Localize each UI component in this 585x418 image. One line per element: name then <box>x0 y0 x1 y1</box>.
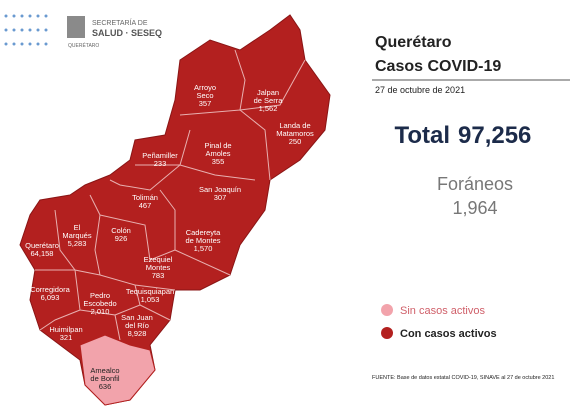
municipality-label: de Serra <box>254 96 284 105</box>
total-value: 97,256 <box>458 122 531 149</box>
municipality-label: 307 <box>214 193 227 202</box>
municipality-label: Arroyo <box>194 83 216 92</box>
municipality-label: Amealco <box>90 366 119 375</box>
foreign-label: Foráneos <box>437 174 513 194</box>
municipality-label: 926 <box>115 234 128 243</box>
map <box>19 14 331 406</box>
title: Querétaro <box>375 34 452 51</box>
municipality-label: 64,158 <box>31 249 54 258</box>
municipality-label: Pedro <box>90 291 110 300</box>
amealco-shape <box>79 334 156 406</box>
municipality-label: de Bonfil <box>90 374 120 383</box>
municipality-label: 1,562 <box>259 104 278 113</box>
municipality-label: 250 <box>289 137 302 146</box>
legend-label: Con casos activos <box>400 328 497 340</box>
municipality-label: 8,928 <box>128 329 147 338</box>
municipality-label: 357 <box>199 99 212 108</box>
total-label: Total <box>394 122 450 149</box>
municipality-label: Seco <box>196 91 213 100</box>
municipality-label: Huimilpan <box>49 325 82 334</box>
logo-text: SALUD · SESEQ <box>92 28 162 38</box>
municipality-label: 321 <box>60 333 73 342</box>
municipality-label: Corregidora <box>30 285 70 294</box>
municipality-label: Tequisquiapan <box>126 287 174 296</box>
municipality-label: del Río <box>125 321 149 330</box>
foreign-value: 1,964 <box>452 198 497 218</box>
municipality-label: San Juan <box>121 313 153 322</box>
municipality-label: 233 <box>154 159 167 168</box>
municipality-label: 6,093 <box>41 293 60 302</box>
municipality-label: Amoles <box>205 149 230 158</box>
municipality-label: Peñamiller <box>142 151 178 160</box>
municipality-label: 2,010 <box>91 307 110 316</box>
municipality-label: Jalpan <box>257 88 279 97</box>
logo-text: SECRETARÍA DE <box>92 18 148 27</box>
municipality-label: 636 <box>99 382 112 391</box>
municipality-label: Pinal de <box>204 141 231 150</box>
logo <box>4 14 85 46</box>
legend-swatch <box>381 327 393 339</box>
subtitle: Casos COVID-19 <box>375 58 501 75</box>
municipality-label: Colón <box>111 226 131 235</box>
municipality-label: 783 <box>152 271 165 280</box>
municipality-label: Matamoros <box>276 129 314 138</box>
municipality-label: Querétaro <box>25 241 59 250</box>
date: 27 de octubre de 2021 <box>375 85 465 95</box>
municipality-label: 1,053 <box>141 295 160 304</box>
source: FUENTE: Base de datos estatal COVID-19, … <box>372 375 554 381</box>
municipality-label: Cadereyta <box>186 228 221 237</box>
municipality-label: Landa de <box>279 121 310 130</box>
municipality-label: El <box>74 223 81 232</box>
municipality-label: Montes <box>146 263 171 272</box>
municipality-label: 1,570 <box>194 244 213 253</box>
municipality-label: 5,283 <box>68 239 87 248</box>
legend-label: Sin casos activos <box>400 305 485 317</box>
municipality-label: 355 <box>212 157 225 166</box>
municipality-label: 467 <box>139 201 152 210</box>
municipality-label: de Montes <box>185 236 220 245</box>
municipality-label: Marqués <box>62 231 91 240</box>
legend-swatch <box>381 304 393 316</box>
municipality-label: Tolimán <box>132 193 158 202</box>
municipality-label: San Joaquín <box>199 185 241 194</box>
municipality-label: Ezequiel <box>144 255 173 264</box>
borders <box>35 49 306 341</box>
logo-text: QUERÉTARO <box>68 42 99 49</box>
municipality-label: Escobedo <box>83 299 116 308</box>
